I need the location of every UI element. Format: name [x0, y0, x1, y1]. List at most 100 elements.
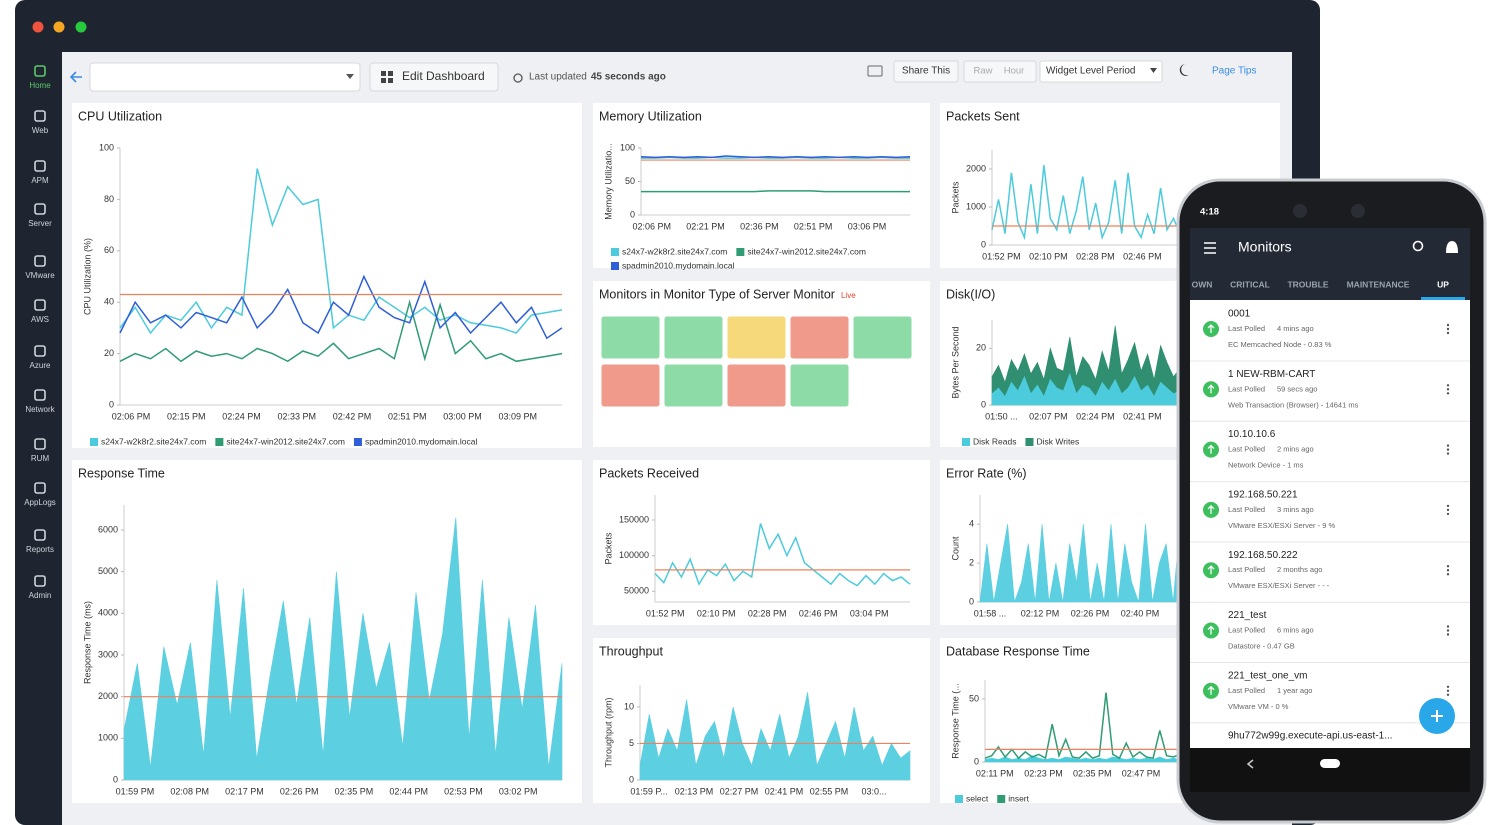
x-tick-label: 02:11 PM — [976, 768, 1014, 778]
more-dot[interactable] — [1447, 452, 1449, 454]
y-tick-label: 150000 — [619, 514, 649, 524]
x-tick-label: 02:36 PM — [740, 221, 779, 231]
tab[interactable]: TROUBLE — [1287, 279, 1328, 289]
legend-label[interactable]: site24x7-win2012.site24x7.com — [747, 246, 866, 256]
monitor-tile[interactable] — [727, 316, 786, 359]
legend-swatch[interactable] — [611, 262, 619, 270]
tab[interactable]: UP — [1437, 279, 1449, 289]
tab[interactable]: OWN — [1192, 279, 1213, 289]
x-tick-label: 02:55 PM — [810, 786, 849, 796]
sidebar-label[interactable]: Home — [29, 81, 51, 90]
y-tick-label: 0 — [113, 774, 118, 784]
x-tick-label: 02:35 PM — [1073, 768, 1112, 778]
x-tick-label: 02:51 PM — [388, 411, 427, 421]
sidebar-label[interactable]: Reports — [26, 545, 54, 554]
widget-title: CPU Utilization — [78, 109, 162, 123]
more-dot[interactable] — [1447, 509, 1449, 511]
legend-label[interactable]: spadmin2010.mydomain.local — [622, 260, 735, 270]
sidebar-label[interactable]: Server — [28, 219, 52, 228]
window-minimize[interactable] — [54, 22, 65, 33]
monitor-tile[interactable] — [790, 316, 849, 359]
more-dot[interactable] — [1447, 625, 1449, 627]
legend-swatch[interactable] — [736, 248, 744, 256]
window-close[interactable] — [33, 22, 44, 33]
x-tick-label: 02:40 PM — [1121, 608, 1160, 618]
legend-label[interactable]: s24x7-w2k8r2.site24x7.com — [101, 436, 206, 446]
legend-label[interactable]: Disk Writes — [1036, 436, 1079, 446]
camera — [1293, 204, 1307, 218]
more-dot[interactable] — [1447, 569, 1449, 571]
sidebar-label[interactable]: AWS — [31, 315, 49, 324]
raw-label[interactable]: Raw — [973, 66, 992, 77]
monitor-tile[interactable] — [790, 364, 849, 407]
legend-label[interactable]: spadmin2010.mydomain.local — [365, 436, 478, 446]
more-dot[interactable] — [1447, 513, 1449, 515]
legend-label[interactable]: site24x7-win2012.site24x7.com — [226, 436, 345, 446]
sidebar-label[interactable]: Admin — [29, 591, 52, 600]
edit-dashboard-label[interactable]: Edit Dashboard — [402, 69, 485, 83]
monitor-tile[interactable] — [601, 364, 660, 407]
monitor-tile[interactable] — [664, 316, 723, 359]
more-dot[interactable] — [1447, 690, 1449, 692]
window-maximize[interactable] — [76, 22, 87, 33]
widget-card — [593, 460, 930, 625]
more-dot[interactable] — [1447, 332, 1449, 334]
tab[interactable]: MAINTENANCE — [1347, 279, 1410, 289]
more-dot[interactable] — [1447, 328, 1449, 330]
dashboard-select[interactable] — [90, 63, 360, 91]
more-dot[interactable] — [1447, 573, 1449, 575]
more-dot[interactable] — [1447, 324, 1449, 326]
monitor-tile[interactable] — [853, 316, 912, 359]
x-tick-label: 02:28 PM — [748, 608, 787, 618]
more-dot[interactable] — [1447, 444, 1449, 446]
widget: CPU Utilization020406080100CPU Utilizati… — [72, 103, 582, 448]
more-dot[interactable] — [1447, 694, 1449, 696]
monitor-tile[interactable] — [601, 316, 660, 359]
legend-swatch[interactable] — [962, 438, 970, 446]
nav-home[interactable] — [1320, 759, 1340, 768]
legend-label[interactable]: Disk Reads — [973, 436, 1016, 446]
tab[interactable]: CRITICAL — [1230, 279, 1270, 289]
legend-swatch[interactable] — [1025, 438, 1033, 446]
legend-label[interactable]: insert — [1008, 793, 1029, 803]
widget-title: Monitors in Monitor Type of Server Monit… — [599, 287, 835, 301]
page-tips[interactable]: Page Tips — [1212, 66, 1256, 77]
legend-label[interactable]: s24x7-w2k8r2.site24x7.com — [622, 246, 727, 256]
more-dot[interactable] — [1447, 448, 1449, 450]
legend-swatch[interactable] — [354, 438, 362, 446]
period-label[interactable]: Widget Level Period — [1046, 66, 1136, 77]
x-tick-label: 02:41 PM — [1123, 411, 1162, 421]
legend-swatch[interactable] — [90, 438, 98, 446]
more-dot[interactable] — [1447, 392, 1449, 394]
camera — [1351, 204, 1365, 218]
sidebar-label[interactable]: VMware — [25, 271, 55, 280]
more-dot[interactable] — [1447, 505, 1449, 507]
legend-swatch[interactable] — [955, 795, 963, 803]
active-tab-underline — [1421, 297, 1465, 300]
y-tick-label: 0 — [969, 596, 974, 606]
legend-swatch[interactable] — [611, 248, 619, 256]
sidebar-label[interactable]: Web — [32, 126, 49, 135]
more-dot[interactable] — [1447, 388, 1449, 390]
y-axis-label: CPU Utilization (%) — [82, 238, 92, 315]
more-dot[interactable] — [1447, 633, 1449, 635]
more-dot[interactable] — [1447, 629, 1449, 631]
x-tick-label: 02:51 PM — [794, 221, 833, 231]
hour-label[interactable]: Hour — [1004, 66, 1025, 77]
legend-swatch[interactable] — [215, 438, 223, 446]
more-dot[interactable] — [1447, 384, 1449, 386]
legend-label[interactable]: select — [966, 793, 989, 803]
sidebar-label[interactable]: Network — [25, 405, 55, 414]
sidebar-label[interactable]: APM — [31, 176, 49, 185]
monitor-tile[interactable] — [664, 364, 723, 407]
monitor-tile[interactable] — [727, 364, 786, 407]
more-dot[interactable] — [1447, 686, 1449, 688]
sidebar-label[interactable]: RUM — [31, 454, 50, 463]
x-tick-label: 01:52 PM — [646, 608, 685, 618]
more-dot[interactable] — [1447, 565, 1449, 567]
legend-swatch[interactable] — [997, 795, 1005, 803]
share-label[interactable]: Share This — [902, 66, 950, 77]
sidebar-label[interactable]: Azure — [30, 361, 51, 370]
sidebar-label[interactable]: AppLogs — [24, 498, 56, 507]
last-updated-label: Last updated — [529, 72, 587, 83]
